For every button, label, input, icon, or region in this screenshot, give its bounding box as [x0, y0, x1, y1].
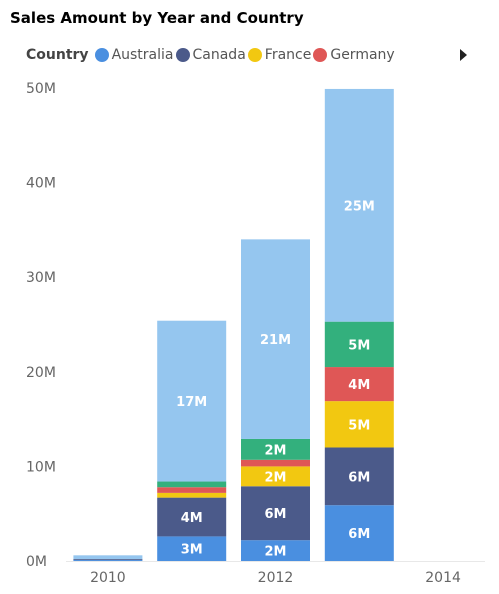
data-label: 5M [348, 418, 370, 433]
bar-segment [157, 497, 227, 537]
y-tick-label: 10M [26, 459, 56, 475]
legend-swatch [175, 48, 190, 62]
legend-next-arrow-icon[interactable] [460, 49, 467, 61]
legend-swatch [94, 48, 109, 62]
y-tick-label: 0M [26, 554, 47, 570]
data-label: 5M [348, 338, 370, 353]
x-tick-label: 2014 [425, 570, 461, 586]
data-label: 6M [348, 527, 370, 542]
legend-swatch [313, 48, 328, 62]
legend-label: Canada [192, 47, 246, 63]
data-label: 2M [265, 470, 287, 485]
data-label: 2M [265, 545, 287, 560]
bar-segment [241, 438, 310, 460]
y-tick-label: 20M [26, 365, 56, 381]
legend-item-australia[interactable]: Australia [94, 47, 174, 63]
legend-item-germany[interactable]: Germany [313, 47, 395, 63]
bar-segment [157, 492, 227, 498]
bar-segment [241, 486, 310, 541]
data-label: 6M [348, 470, 370, 485]
legend-label: Germany [330, 47, 395, 63]
x-tick-label: 2012 [258, 570, 294, 586]
data-label: 4M [348, 378, 370, 393]
legend-title: Country [26, 47, 89, 63]
bar-segment [241, 466, 310, 487]
legend-label: France [264, 47, 312, 63]
bar-segment [324, 367, 394, 402]
bar-segment [324, 401, 394, 448]
bar-segment [157, 320, 227, 482]
y-tick-label: 30M [26, 270, 56, 286]
legend-swatch [247, 48, 262, 62]
data-label: 4M [181, 511, 203, 526]
bar-segment [73, 559, 143, 561]
bar-segment [73, 555, 143, 560]
data-label: 2M [265, 443, 287, 458]
bar-segment [324, 321, 394, 368]
x-tick-label: 2010 [90, 570, 126, 586]
legend: Country Australia Canada France Germany [26, 47, 397, 63]
bar-segment [157, 536, 227, 561]
bar-segment [157, 487, 227, 493]
data-label: 21M [260, 333, 291, 348]
bar-segment [324, 88, 394, 322]
legend-label: Australia [111, 47, 174, 63]
legend-item-france[interactable]: France [247, 47, 312, 63]
bar-segment [324, 447, 394, 506]
chart-title: Sales Amount by Year and Country [10, 9, 304, 27]
data-label: 6M [265, 507, 287, 522]
bar-segment [241, 239, 310, 439]
y-tick-label: 40M [26, 176, 56, 192]
bar-segment [73, 560, 143, 561]
data-label: 25M [344, 199, 375, 214]
bar-segment [241, 459, 310, 467]
bar-segment [324, 505, 394, 561]
bar-segment [241, 540, 310, 561]
bar-segment [157, 481, 227, 488]
y-tick-label: 50M [26, 81, 56, 97]
data-label: 3M [181, 543, 203, 558]
legend-item-canada[interactable]: Canada [175, 47, 246, 63]
data-label: 17M [176, 395, 207, 410]
